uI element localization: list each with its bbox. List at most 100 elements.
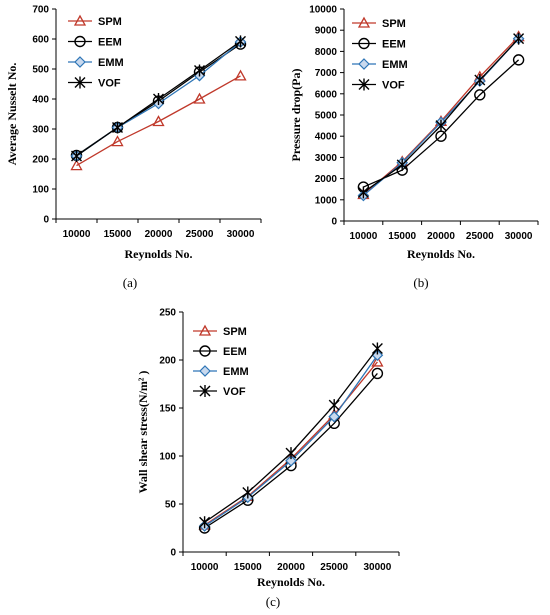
data-point-vof	[435, 119, 447, 132]
data-point-spm	[193, 92, 206, 104]
data-point-spm	[234, 69, 247, 81]
legend-label: SPM	[223, 326, 247, 338]
series-vof	[199, 342, 383, 529]
data-point-vof	[328, 399, 340, 412]
data-point-emm	[328, 410, 341, 423]
legend-item-vof: VOF	[352, 78, 405, 92]
y-axis-label: Average Nusselt No.	[5, 63, 19, 166]
y-tick-label: 400	[32, 95, 49, 106]
panel-label: (a)	[123, 275, 137, 290]
x-axis-label: Reynolds No.	[407, 247, 475, 261]
legend-marker	[74, 76, 86, 89]
y-tick-label: 100	[159, 452, 176, 463]
data-point-vof	[357, 186, 369, 199]
data-point-vof	[153, 93, 164, 105]
legend-marker	[358, 78, 370, 91]
legend-item-eem: EEM	[193, 345, 247, 358]
data-point-vof	[474, 74, 486, 87]
data-point-eem	[474, 89, 486, 101]
y-tick-label: 10000	[309, 5, 337, 16]
y-tick-label: 700	[32, 5, 49, 16]
chart-panel-3: 0 50 100 150 200 250 10000 15000 20000 25000 30000…	[136, 308, 400, 609]
y-tick-label: 50	[165, 500, 177, 511]
x-tick-label: 10000	[349, 231, 377, 242]
x-tick-label: 30000	[505, 231, 533, 242]
data-point-eem	[371, 367, 384, 380]
y-axis-label: Wall shear stress(N/m² )	[136, 371, 150, 494]
legend-marker	[74, 35, 86, 48]
y-tick-label: 0	[331, 217, 337, 228]
legend: SPM EEM EMM VOF	[193, 324, 249, 398]
y-tick-label: 4000	[315, 132, 338, 143]
series-vof	[71, 35, 246, 162]
legend-item-vof: VOF	[68, 76, 121, 90]
x-axis-label: Reynolds No.	[124, 247, 192, 261]
legend-item-eem: EEM	[352, 37, 406, 51]
legend-marker	[198, 324, 212, 336]
data-point-spm	[111, 135, 124, 147]
y-tick-label: 2000	[315, 174, 338, 185]
y-tick-label: 200	[32, 155, 49, 166]
legend-marker	[73, 14, 87, 26]
data-point-vof	[513, 32, 525, 45]
data-point-vof	[235, 35, 246, 48]
data-point-vof	[242, 486, 254, 499]
legend-label: EMM	[98, 57, 124, 69]
series-vof	[357, 32, 525, 199]
data-point-vof	[285, 447, 297, 460]
data-point-spm	[152, 115, 165, 127]
x-tick-label: 15000	[104, 229, 132, 240]
legend-marker	[199, 345, 211, 357]
y-tick-label: 8000	[315, 47, 338, 58]
data-point-spm	[70, 159, 83, 171]
x-tick-label: 30000	[363, 562, 391, 573]
x-tick-label: 15000	[388, 231, 416, 242]
y-tick-label: 0	[170, 548, 176, 559]
x-tick-label: 10000	[63, 229, 91, 240]
legend-marker	[357, 16, 371, 28]
legend-label: EMM	[223, 366, 249, 378]
series-spm	[70, 69, 247, 171]
data-point-vof	[371, 342, 383, 355]
legend-label: EEM	[382, 39, 406, 51]
series-spm	[198, 355, 384, 530]
x-tick-label: 10000	[191, 562, 219, 573]
x-tick-label: 20000	[145, 229, 173, 240]
legend-label: EMM	[382, 59, 408, 71]
series-spm	[357, 30, 525, 200]
x-tick-label: 30000	[227, 229, 255, 240]
legend-item-vof: VOF	[193, 385, 246, 398]
legend-marker	[199, 385, 211, 397]
y-tick-label: 200	[159, 356, 176, 367]
legend-label: VOF	[98, 78, 121, 90]
y-axis-label: Pressure drop(Pa)	[289, 69, 303, 162]
data-point-vof	[71, 150, 82, 162]
legend-label: SPM	[98, 16, 122, 28]
legend: SPM EEM EMM VOF	[68, 14, 124, 90]
data-point-vof	[396, 158, 408, 171]
y-tick-label: 600	[32, 35, 49, 46]
series-line-eem	[363, 59, 520, 188]
x-tick-label: 25000	[186, 229, 214, 240]
y-tick-label: 250	[159, 308, 176, 319]
legend-label: VOF	[223, 386, 246, 398]
y-tick-label: 6000	[315, 89, 338, 100]
chart-panel-2: 0 1000 2000 3000 4000 5000 6000 7000 8000 9000 100…	[289, 5, 539, 290]
legend-label: EEM	[223, 346, 247, 358]
series-line-emm	[204, 354, 378, 527]
y-tick-label: 1000	[315, 195, 338, 206]
panel-label: (b)	[413, 275, 428, 290]
y-tick-label: 9000	[315, 26, 338, 37]
legend-item-eem: EEM	[68, 35, 122, 49]
legend-marker	[199, 365, 211, 377]
legend-label: EEM	[98, 37, 122, 49]
y-tick-label: 0	[43, 215, 49, 226]
y-tick-label: 150	[159, 404, 176, 415]
y-tick-label: 5000	[315, 111, 338, 122]
legend-marker	[358, 58, 370, 70]
data-point-vof	[112, 121, 123, 134]
legend: SPM EEM EMM VOF	[352, 16, 408, 92]
legend-item-spm: SPM	[68, 14, 122, 28]
x-tick-label: 15000	[234, 562, 262, 573]
